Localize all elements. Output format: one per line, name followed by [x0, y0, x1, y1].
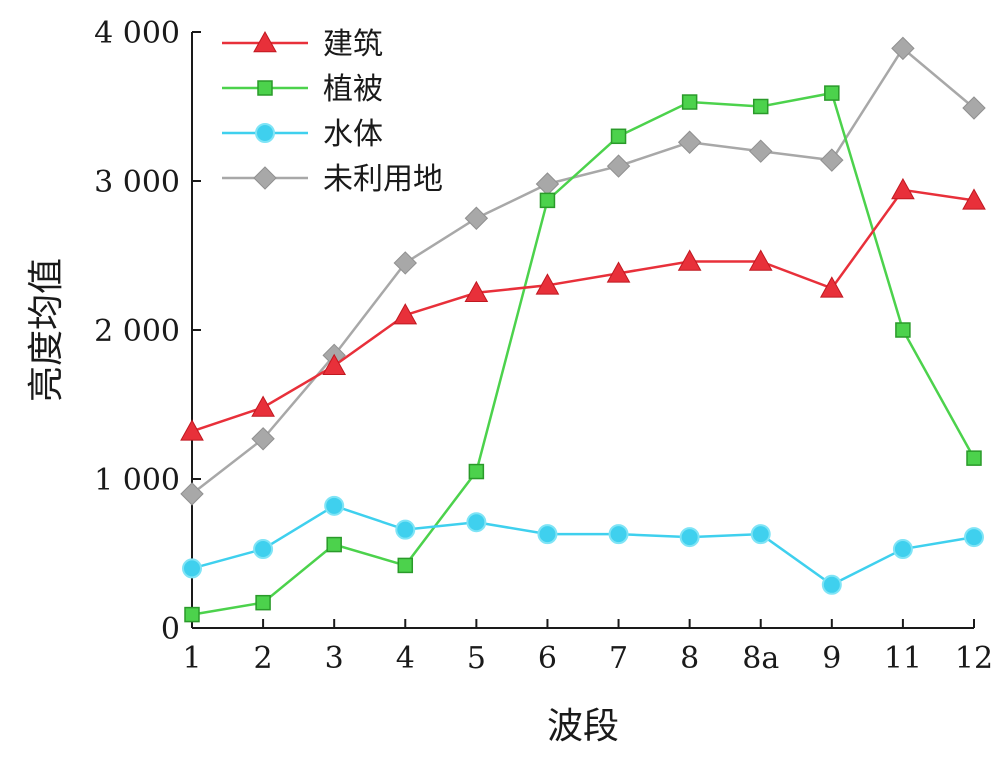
data-point-3-8	[677, 130, 702, 154]
data-point-0-8a	[748, 249, 773, 271]
x-tick-label-8: 8	[680, 641, 699, 676]
series-line-3	[191, 46, 975, 495]
data-point-3-7	[606, 154, 631, 178]
x-tick-label-12: 12	[955, 641, 993, 676]
series-0	[180, 177, 986, 441]
data-point-3-4	[393, 251, 417, 275]
legend-marker-3	[253, 166, 277, 190]
x-tick-label-7: 7	[609, 641, 628, 676]
series-2	[182, 495, 984, 595]
data-point-2-2	[253, 539, 274, 560]
data-point-0-12	[962, 188, 986, 210]
y-axis-title: 亮度均值	[26, 258, 67, 402]
legend-entry-0: 建筑	[222, 27, 383, 62]
data-point-3-12	[962, 96, 986, 120]
series-line-2	[191, 504, 975, 587]
data-point-0-7	[606, 261, 631, 283]
data-point-0-3	[322, 353, 347, 376]
data-point-3-9	[820, 148, 844, 172]
data-point-1-3	[326, 536, 342, 553]
y-tick-label-4000: 4 000	[94, 16, 180, 51]
x-tick-label-5: 5	[467, 641, 486, 676]
legend-marker-2	[255, 123, 275, 143]
data-point-3-6	[535, 172, 560, 196]
data-point-1-6	[539, 192, 556, 209]
legend-entry-1: 植被	[222, 72, 383, 107]
data-point-1-9	[824, 85, 840, 101]
data-point-1-12	[966, 450, 982, 466]
data-point-2-4	[395, 519, 416, 540]
data-point-0-5	[464, 280, 489, 303]
data-point-2-9	[821, 574, 842, 595]
x-tick-label-11: 11	[884, 641, 922, 676]
data-point-0-2	[251, 395, 275, 417]
data-point-0-11	[891, 177, 915, 200]
data-point-1-8	[681, 94, 698, 110]
legend-marker-1	[257, 80, 273, 96]
data-point-1-2	[255, 594, 271, 611]
data-point-2-6	[537, 524, 558, 545]
y-tick-label-2000: 2 000	[94, 314, 180, 349]
data-point-2-8a	[750, 524, 771, 545]
legend-label-1: 植被	[323, 72, 383, 107]
data-point-3-11	[891, 36, 915, 61]
x-tick-label-4: 4	[396, 641, 415, 676]
data-point-1-11	[895, 322, 911, 338]
data-point-0-6	[535, 273, 560, 295]
data-point-3-5	[464, 206, 489, 230]
data-point-2-5	[466, 512, 487, 533]
series-3	[180, 36, 986, 506]
legend-label-0: 建筑	[323, 27, 383, 62]
data-point-2-8	[679, 527, 700, 548]
y-tick-label-3000: 3 000	[94, 165, 180, 200]
data-point-0-4	[393, 303, 418, 325]
x-tick-label-9: 9	[822, 641, 841, 676]
x-tick-label-6: 6	[538, 641, 557, 676]
y-tick-label-0: 0	[161, 612, 180, 647]
legend-label-2: 水体	[323, 117, 383, 152]
series-line-0	[191, 188, 975, 433]
data-point-2-11	[892, 539, 913, 560]
x-tick-label-8a: 8a	[742, 641, 779, 676]
series-1	[184, 85, 982, 623]
x-axis-title: 波段	[547, 706, 619, 747]
data-point-0-1	[180, 419, 204, 441]
series-line-1	[191, 91, 976, 616]
legend-label-3: 未利用地	[323, 162, 443, 197]
data-point-3-1	[180, 482, 204, 506]
data-point-0-9	[819, 276, 844, 298]
data-point-1-1	[184, 606, 200, 623]
data-point-3-8a	[749, 139, 773, 163]
data-point-0-8	[677, 249, 702, 271]
data-point-1-8a	[752, 98, 769, 115]
series-lines	[180, 36, 986, 623]
y-tick-label-1000: 1 000	[94, 463, 180, 498]
data-point-1-4	[397, 557, 414, 574]
legend-marker-0	[253, 30, 277, 53]
data-point-2-1	[182, 558, 202, 579]
data-point-1-7	[610, 128, 627, 145]
data-point-2-3	[324, 495, 345, 516]
x-tick-label-1: 1	[182, 641, 201, 676]
data-point-1-5	[468, 463, 485, 480]
legend-entry-2: 水体	[222, 117, 383, 152]
x-tick-label-3: 3	[325, 641, 344, 676]
data-point-2-12	[964, 527, 984, 548]
x-tick-label-2: 2	[254, 641, 273, 676]
data-point-2-7	[608, 524, 629, 545]
legend-entry-3: 未利用地	[222, 162, 443, 197]
data-point-3-2	[251, 427, 275, 451]
